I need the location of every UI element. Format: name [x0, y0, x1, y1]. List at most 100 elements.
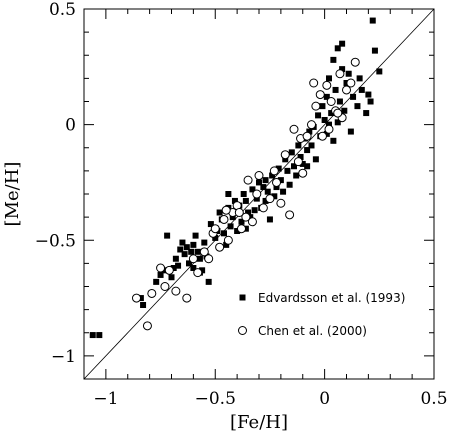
data-point-circle	[221, 205, 231, 215]
data-point-square	[277, 177, 284, 184]
data-point-square	[376, 68, 383, 75]
axis-ticks	[83, 8, 435, 380]
y-tick-label: 0.5	[49, 0, 76, 20]
data-point-square	[227, 223, 234, 230]
data-point-circle	[188, 254, 198, 264]
data-point-square	[339, 40, 346, 47]
data-point-square	[181, 251, 188, 258]
data-point-circle	[326, 97, 336, 106]
data-point-square	[177, 246, 184, 253]
data-point-square	[312, 156, 319, 163]
data-point-square	[212, 234, 219, 241]
data-point-square	[363, 110, 370, 117]
y-axis-title: [Me/H]	[2, 162, 23, 227]
data-point-circle	[350, 57, 360, 67]
data-point-square	[188, 248, 195, 255]
data-point-circle	[156, 263, 166, 273]
data-point-square	[153, 278, 160, 285]
axis-tick-labels: −1 −0.5 0 0.5 −1 −0.5 0 0.5	[35, 0, 448, 409]
x-tick-label: 0.5	[420, 389, 447, 409]
data-point-circle	[269, 166, 279, 176]
data-point-circle	[132, 293, 141, 303]
data-point-square	[168, 274, 175, 281]
data-point-square	[229, 214, 236, 221]
data-point-square	[194, 248, 201, 255]
legend-marker-series-2	[238, 326, 247, 335]
data-point-square	[170, 265, 177, 271]
data-point-circle	[276, 198, 286, 208]
data-point-circle	[333, 108, 343, 118]
data-point-circle	[289, 124, 299, 134]
x-tick-label: 0	[319, 389, 330, 409]
data-point-circle	[258, 203, 268, 213]
data-point-square	[190, 241, 197, 248]
data-point-circle	[280, 150, 290, 160]
data-point-circle	[311, 101, 321, 111]
data-point-circle	[204, 254, 214, 264]
data-point-square	[306, 128, 313, 135]
data-point-circle	[285, 210, 295, 220]
data-point-square	[347, 128, 354, 135]
data-point-square	[334, 119, 341, 126]
legend-label-series-2: Chen et al. (2000)	[258, 324, 367, 338]
data-point-square	[251, 207, 258, 214]
data-point-square	[172, 255, 179, 262]
data-point-circle	[219, 214, 229, 224]
data-point-square	[269, 172, 276, 179]
data-point-circle	[272, 177, 281, 187]
data-point-circle	[346, 78, 356, 88]
data-point-square	[245, 209, 252, 216]
data-point-circle	[252, 189, 262, 199]
data-point-square	[186, 260, 192, 267]
data-point-square	[308, 142, 315, 149]
data-point-square	[323, 93, 330, 100]
data-point-square	[328, 110, 335, 117]
data-point-square	[304, 163, 311, 170]
data-point-square	[341, 107, 348, 114]
data-point-circle	[322, 80, 332, 90]
y-tick-label: −0.5	[35, 231, 76, 251]
data-point-square	[164, 232, 171, 239]
data-point-square	[223, 241, 230, 248]
data-point-circle	[193, 268, 203, 278]
data-point-circle	[315, 90, 325, 100]
data-point-square	[256, 179, 262, 186]
data-point-square	[299, 160, 306, 167]
data-point-circle	[247, 217, 257, 227]
data-point-square	[332, 86, 339, 93]
data-point-square	[282, 156, 289, 163]
data-point-circle	[309, 78, 319, 88]
data-point-square	[323, 130, 330, 137]
data-point-square	[336, 98, 343, 105]
data-point-square	[321, 117, 328, 123]
data-point-circle	[164, 265, 174, 275]
data-point-circle	[265, 194, 275, 204]
data-point-circle	[317, 131, 327, 141]
data-point-square	[266, 216, 273, 223]
data-point-square	[273, 184, 280, 191]
data-point-square	[358, 86, 365, 93]
data-point-circle	[182, 293, 192, 303]
data-point-circle	[147, 288, 157, 298]
data-point-circle	[234, 208, 244, 217]
data-point-square	[205, 278, 212, 285]
data-point-circle	[298, 168, 308, 178]
x-tick-label: −0.5	[195, 389, 236, 409]
data-point-square	[319, 103, 326, 110]
data-point-square	[196, 255, 203, 262]
data-point-square	[286, 181, 293, 188]
data-point-square	[356, 75, 363, 82]
data-point-circle	[243, 175, 253, 185]
x-axis-title: [Fe/H]	[230, 412, 288, 433]
legend: Edvardsson et al. (1993) Chen et al. (20…	[238, 291, 405, 338]
data-point-square	[192, 232, 199, 239]
data-point-square	[326, 75, 332, 82]
y-tick-label: 0	[65, 116, 76, 136]
data-point-circle	[307, 120, 316, 130]
data-point-square	[242, 197, 249, 204]
data-point-circle	[171, 286, 181, 296]
data-point-circle	[223, 235, 233, 245]
data-point-circle	[302, 131, 312, 141]
data-point-circle	[241, 212, 251, 222]
data-point-square	[234, 228, 241, 234]
